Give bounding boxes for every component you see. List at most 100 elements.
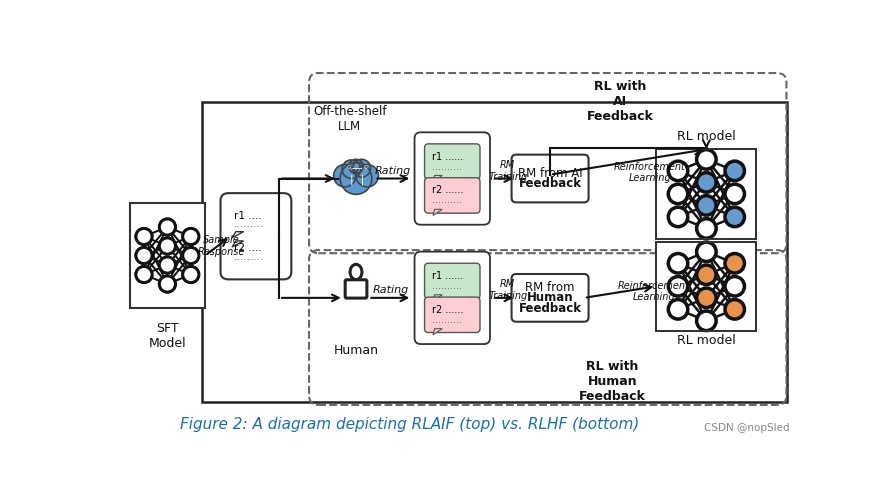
Bar — [202, 102, 788, 402]
FancyBboxPatch shape — [221, 193, 291, 280]
Text: Feedback: Feedback — [519, 302, 581, 315]
Polygon shape — [232, 232, 244, 238]
Circle shape — [182, 247, 198, 264]
Circle shape — [182, 247, 198, 264]
Circle shape — [697, 150, 716, 169]
Circle shape — [136, 267, 152, 282]
Circle shape — [668, 184, 688, 204]
Text: RL with
AI
Feedback: RL with AI Feedback — [587, 80, 653, 123]
Circle shape — [352, 159, 370, 177]
Text: r2 ....: r2 .... — [234, 243, 263, 253]
Circle shape — [697, 196, 716, 215]
Text: RM
Training: RM Training — [488, 280, 528, 301]
Text: Reinforcement
Learning: Reinforcement Learning — [618, 281, 690, 303]
Text: Reinforcement
Learning: Reinforcement Learning — [614, 162, 686, 183]
Text: .........: ......... — [234, 219, 264, 229]
Text: Human: Human — [527, 291, 573, 304]
Text: ..........: .......... — [433, 195, 462, 206]
Circle shape — [668, 161, 688, 180]
Text: Figure 2: A diagram depicting RLAIF (top) vs. RLHF (bottom): Figure 2: A diagram depicting RLAIF (top… — [181, 418, 640, 432]
Circle shape — [725, 277, 744, 296]
Polygon shape — [433, 176, 442, 181]
Bar — [656, 242, 756, 331]
Ellipse shape — [350, 264, 362, 280]
Text: SFT
Model: SFT Model — [149, 322, 186, 351]
Text: Off-the-shelf
LLM: Off-the-shelf LLM — [313, 105, 386, 133]
Text: RL model: RL model — [677, 334, 736, 347]
Circle shape — [697, 242, 716, 261]
Circle shape — [697, 311, 716, 331]
Circle shape — [725, 161, 744, 180]
Text: r2 ......: r2 ...... — [433, 185, 464, 195]
Circle shape — [136, 267, 152, 282]
Polygon shape — [433, 329, 442, 335]
Circle shape — [725, 253, 744, 273]
Circle shape — [159, 276, 175, 292]
Circle shape — [668, 300, 688, 319]
Bar — [656, 149, 756, 239]
Text: CSDN @nopSled: CSDN @nopSled — [704, 423, 789, 433]
Circle shape — [136, 247, 152, 264]
Text: .........: ......... — [234, 251, 264, 262]
Circle shape — [725, 207, 744, 227]
FancyBboxPatch shape — [512, 274, 588, 322]
Circle shape — [182, 228, 198, 245]
Text: Human: Human — [334, 344, 378, 357]
Text: r2 ......: r2 ...... — [433, 305, 464, 315]
FancyBboxPatch shape — [425, 144, 480, 179]
Circle shape — [136, 247, 152, 264]
Text: Rating: Rating — [375, 166, 411, 176]
Bar — [656, 149, 756, 239]
Text: r1 ......: r1 ...... — [433, 271, 464, 281]
Circle shape — [356, 165, 378, 187]
Circle shape — [697, 219, 716, 238]
Text: ..........: .......... — [433, 281, 462, 291]
Circle shape — [159, 219, 175, 235]
FancyBboxPatch shape — [425, 178, 480, 213]
Text: Rating: Rating — [373, 285, 409, 295]
Polygon shape — [433, 210, 442, 215]
Circle shape — [159, 238, 175, 254]
Text: r1 ......: r1 ...... — [433, 151, 464, 162]
FancyBboxPatch shape — [425, 263, 480, 299]
Text: RL model: RL model — [677, 130, 736, 142]
Text: RM from AI: RM from AI — [518, 167, 582, 179]
Text: RM from: RM from — [525, 281, 575, 293]
Circle shape — [159, 276, 175, 292]
Circle shape — [334, 165, 356, 187]
Text: ◦—◦
|  |: ◦—◦ | | — [345, 163, 369, 185]
FancyBboxPatch shape — [415, 251, 490, 344]
Circle shape — [182, 267, 198, 282]
Polygon shape — [232, 241, 244, 247]
Circle shape — [668, 207, 688, 227]
Circle shape — [668, 277, 688, 296]
Bar — [131, 203, 205, 308]
Circle shape — [159, 257, 175, 273]
Circle shape — [349, 159, 363, 174]
Circle shape — [340, 163, 372, 194]
Circle shape — [725, 184, 744, 204]
Circle shape — [159, 238, 175, 254]
Circle shape — [136, 228, 152, 245]
Text: RL with
Human
Feedback: RL with Human Feedback — [579, 359, 646, 402]
Circle shape — [668, 253, 688, 273]
Text: Feedback: Feedback — [519, 177, 581, 190]
FancyBboxPatch shape — [512, 155, 588, 203]
FancyBboxPatch shape — [345, 280, 367, 298]
Text: Sample
Response: Sample Response — [198, 236, 245, 257]
Circle shape — [136, 228, 152, 245]
Circle shape — [697, 173, 716, 192]
Circle shape — [697, 265, 716, 284]
Text: ..........: .......... — [433, 162, 462, 172]
Circle shape — [182, 267, 198, 282]
FancyBboxPatch shape — [425, 297, 480, 332]
Circle shape — [182, 228, 198, 245]
Bar — [656, 242, 756, 331]
Text: RM
Training: RM Training — [488, 160, 528, 181]
Text: r1 ....: r1 .... — [234, 211, 263, 221]
Circle shape — [342, 160, 360, 178]
Text: ..........: .......... — [433, 315, 462, 325]
Circle shape — [697, 288, 716, 308]
FancyBboxPatch shape — [415, 132, 490, 225]
Circle shape — [725, 300, 744, 319]
